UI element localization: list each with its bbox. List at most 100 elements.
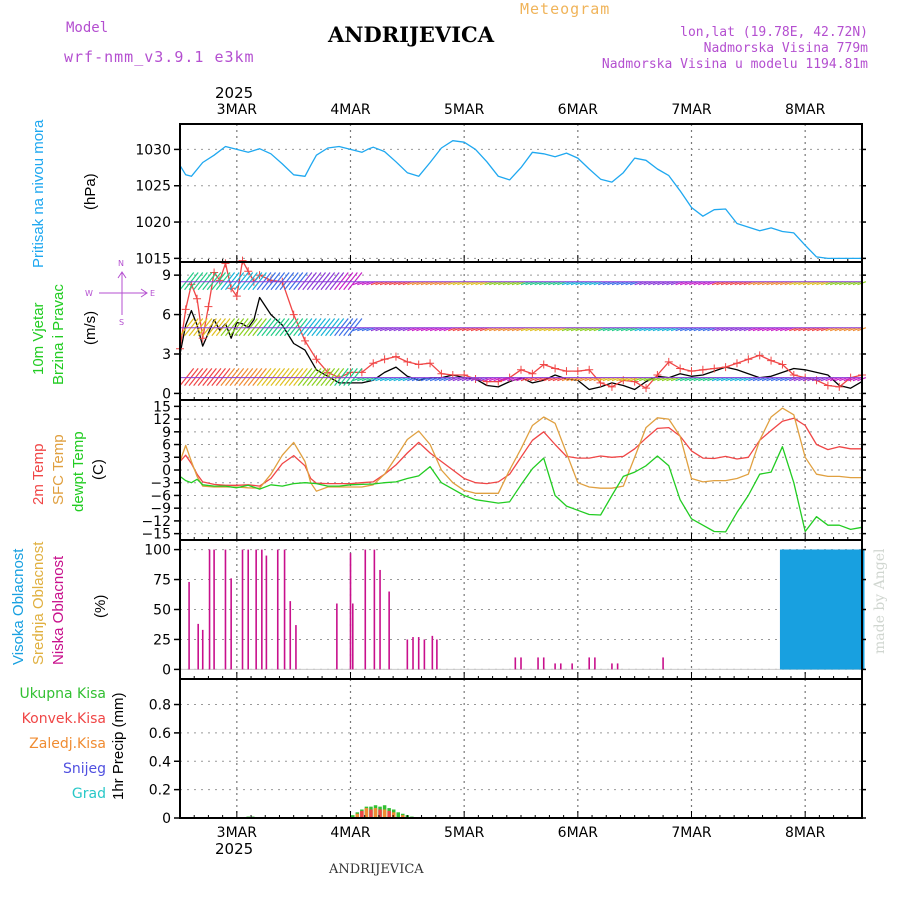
wind-barb <box>243 318 258 337</box>
gust-marker <box>380 355 389 364</box>
wind-barb <box>302 272 317 291</box>
bar-clouds <box>247 549 249 670</box>
model-name: wrf-nmm_v3.9.1 e3km <box>64 48 255 66</box>
wind-barb <box>311 368 326 387</box>
bar-clouds <box>588 657 590 670</box>
wind-barb <box>329 318 345 337</box>
bar-clouds <box>554 663 556 670</box>
gust-marker <box>346 368 355 377</box>
bar-precip <box>355 813 360 818</box>
y-tick-label: 50 <box>153 603 171 619</box>
wind-barb <box>256 368 272 387</box>
y-tick-label: 0 <box>162 811 171 827</box>
y-tick-label: 1030 <box>135 142 171 158</box>
precip-total-legend: Ukupna Kisa <box>19 686 106 702</box>
wind-barb <box>334 272 349 291</box>
day-label-bottom: 3MAR <box>217 825 258 841</box>
wind-barb <box>311 272 326 291</box>
gust-marker <box>562 367 571 376</box>
compass-n-label: N <box>118 259 124 268</box>
bar-clouds <box>351 603 354 670</box>
wind-barb <box>247 318 263 337</box>
wind-barb <box>320 318 336 337</box>
bar-clouds <box>436 639 438 670</box>
wind-barb <box>334 368 349 387</box>
wind-barb <box>265 368 281 387</box>
gust-marker <box>778 360 787 369</box>
day-label-bottom: 4MAR <box>330 825 371 841</box>
year-bottom: 2025 <box>215 840 254 858</box>
wind-barb <box>320 368 336 387</box>
compass-icon <box>99 271 148 315</box>
wind-barb <box>315 272 331 291</box>
y-tick-label: 0.4 <box>149 754 171 770</box>
wind-barb <box>220 318 236 337</box>
y-tick-label: 0 <box>162 386 171 402</box>
wind-barb <box>252 318 267 337</box>
temp-unit: (C) <box>90 459 107 480</box>
gust-marker <box>835 382 844 391</box>
model-label: Model <box>66 20 109 36</box>
coordinates-label: lon,lat (19.78E, 42.72N) <box>680 25 868 40</box>
gust-marker <box>369 359 378 368</box>
footer-title: ANDRIJEVICA <box>329 862 424 877</box>
bar-clouds <box>241 549 244 670</box>
wind-barb <box>293 368 308 387</box>
bar-clouds <box>537 657 539 670</box>
gust-marker <box>301 336 310 345</box>
elevation-label: Nadmorska Visina 779m <box>703 41 868 56</box>
bar-clouds <box>662 657 664 670</box>
y-tick-label: −15 <box>141 527 171 543</box>
wind-barb <box>297 368 313 387</box>
wind-barb <box>188 272 204 291</box>
wind-barb <box>270 272 286 291</box>
wind-barb <box>265 318 281 337</box>
sfctemp-legend: SFC Temp <box>50 434 67 505</box>
wind-barb <box>247 272 263 291</box>
wind-barb <box>347 318 363 337</box>
gust-marker <box>676 364 685 373</box>
wind-barb <box>279 272 295 291</box>
wind-barb <box>202 368 217 387</box>
bar-precip <box>369 809 373 818</box>
gust-marker <box>744 355 753 364</box>
wind-barb <box>193 272 208 291</box>
y-tick-label: 3 <box>162 450 171 466</box>
day-label-bottom: 5MAR <box>444 825 485 841</box>
frame-layer <box>179 123 863 819</box>
gust-marker <box>732 359 741 368</box>
wind-barb <box>202 318 217 337</box>
wind-barb <box>188 318 204 337</box>
bar-clouds <box>261 549 263 670</box>
gust-marker <box>232 292 241 301</box>
compass-s-label: S <box>119 318 125 327</box>
gust-marker <box>289 310 298 319</box>
cloud-unit: (%) <box>92 594 109 618</box>
gust-marker <box>664 357 673 366</box>
series-line-temperature <box>179 417 862 487</box>
cloud-high-legend: Visoka Oblacnost <box>10 548 27 665</box>
wind-barb <box>179 368 195 387</box>
compass-e-label: E <box>150 289 156 298</box>
gust-marker <box>323 368 332 377</box>
y-tick-label: 3 <box>162 347 171 363</box>
day-label-top: 3MAR <box>217 102 258 118</box>
gust-marker <box>181 305 190 314</box>
wind-barb <box>197 272 213 291</box>
bar-clouds <box>520 657 522 670</box>
panel-frame-pressure <box>179 123 863 263</box>
wind-barb <box>325 368 340 387</box>
wind-barb <box>243 272 258 291</box>
wind-barb <box>315 318 331 337</box>
wind-barb <box>279 318 295 337</box>
bar-clouds <box>542 657 545 670</box>
gust-marker <box>403 357 412 366</box>
y-tick-label: 6 <box>162 308 171 324</box>
bar-clouds <box>289 601 292 670</box>
precip-conv-legend: Konvek.Kisa <box>21 711 106 727</box>
gust-marker <box>642 384 651 393</box>
wind-barb <box>306 318 322 337</box>
gust-marker <box>517 365 525 374</box>
wind-barb <box>179 318 195 337</box>
y-tick-label: 0.2 <box>149 783 171 799</box>
